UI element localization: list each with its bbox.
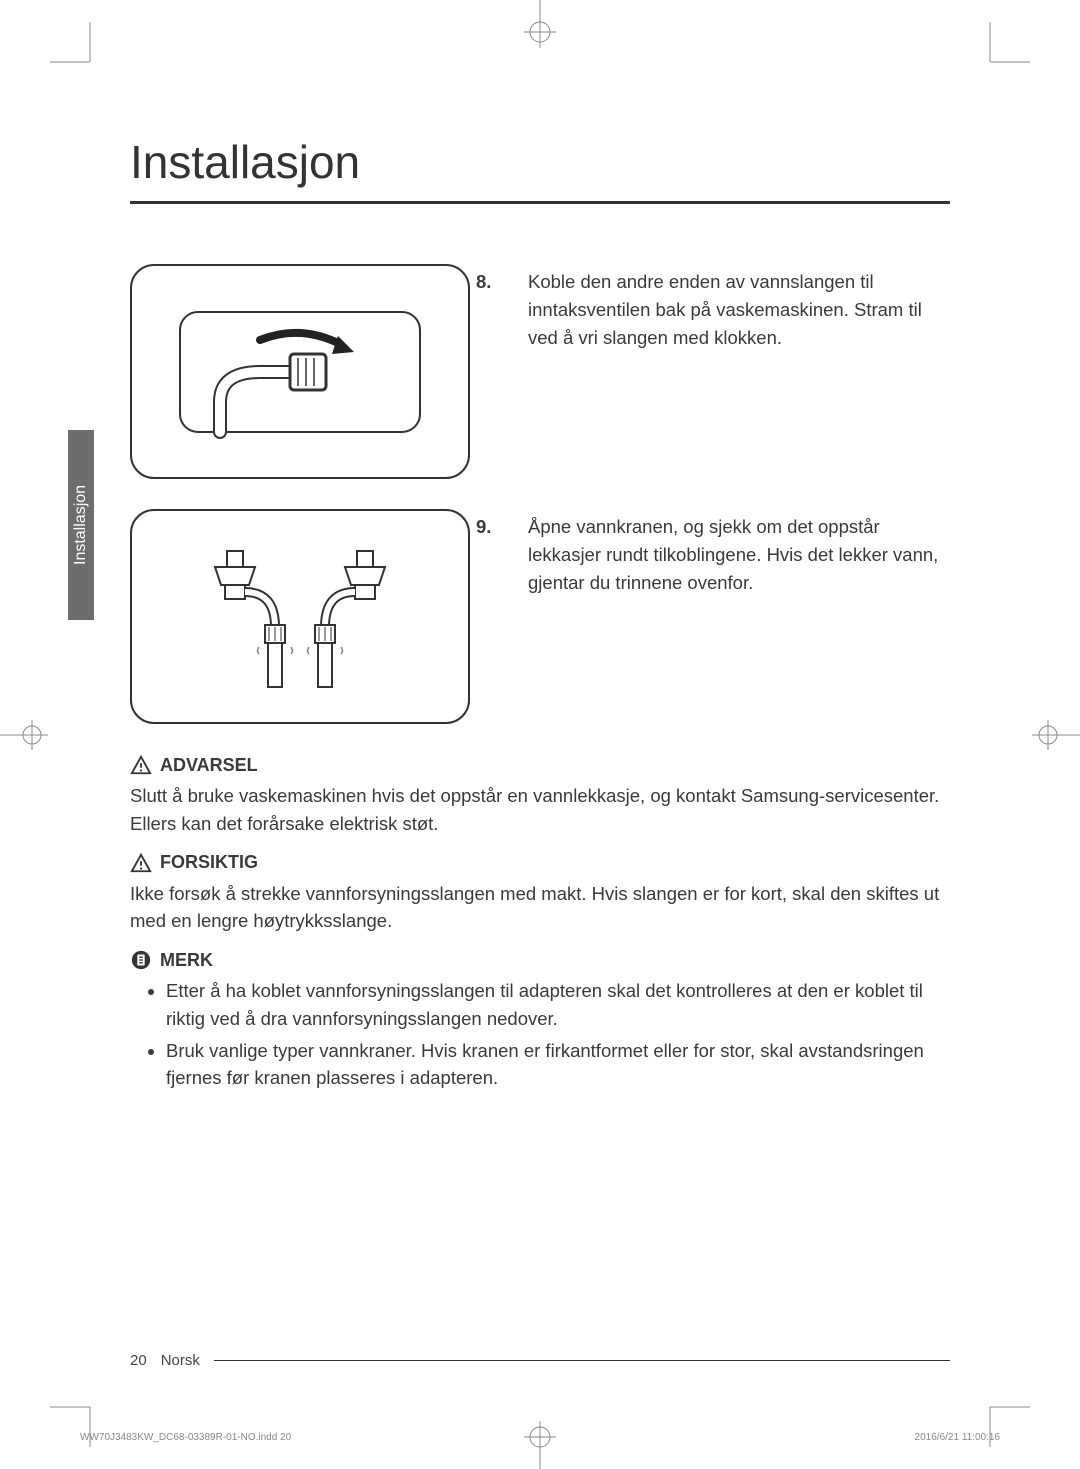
step-9-text: 9.Åpne vannkranen, og sjekk om det oppst…: [502, 509, 950, 724]
merk-item-1: Etter å ha koblet vannforsyningsslangen …: [166, 977, 950, 1033]
footer-rule: [214, 1360, 950, 1361]
step-row-8: 8.Koble den andre enden av vannslangen t…: [130, 264, 950, 479]
advarsel-label: ADVARSEL: [160, 755, 258, 776]
illustration-hose-connect: [130, 264, 470, 479]
merk-item-2: Bruk vanlige typer vannkraner. Hvis kran…: [166, 1037, 950, 1093]
page-content: Installasjon 8.Koble den andre enden av …: [130, 135, 950, 1096]
forsiktig-heading: FORSIKTIG: [130, 852, 950, 874]
footer-language: Norsk: [161, 1352, 200, 1369]
crop-corner-tr: [970, 22, 1030, 82]
illustration-tap-check: [130, 509, 470, 724]
side-tab: Installasjon: [68, 430, 94, 620]
warning-icon: [130, 754, 152, 776]
step-row-9: 9.Åpne vannkranen, og sjekk om det oppst…: [130, 509, 950, 724]
merk-list: Etter å ha koblet vannforsyningsslangen …: [130, 977, 950, 1092]
page-number: 20: [130, 1352, 147, 1369]
registration-mark-top: [524, 0, 556, 48]
print-file-info: WW70J3483KW_DC68-03389R-01-NO.indd 20: [80, 1432, 291, 1443]
note-icon: [130, 949, 152, 971]
step-9-body: Åpne vannkranen, og sjekk om det oppstår…: [528, 516, 938, 593]
crop-mark-right: [1032, 720, 1080, 750]
step-8-text: 8.Koble den andre enden av vannslangen t…: [502, 264, 950, 479]
step-8-num: 8.: [502, 268, 528, 296]
title-underline: [130, 201, 950, 204]
registration-mark-bottom: [524, 1421, 556, 1469]
merk-heading: MERK: [130, 949, 950, 971]
step-9-num: 9.: [502, 513, 528, 541]
print-timestamp: 2016/6/21 11:00:16: [915, 1432, 1000, 1443]
advarsel-body: Slutt å bruke vaskemaskinen hvis det opp…: [130, 782, 950, 838]
page-title: Installasjon: [130, 135, 950, 189]
step-8-body: Koble den andre enden av vannslangen til…: [528, 271, 922, 348]
warnings-section: ADVARSEL Slutt å bruke vaskemaskinen hvi…: [130, 754, 950, 1092]
forsiktig-body: Ikke forsøk å strekke vannforsyningsslan…: [130, 880, 950, 936]
advarsel-heading: ADVARSEL: [130, 754, 950, 776]
crop-corner-tl: [50, 22, 110, 82]
forsiktig-label: FORSIKTIG: [160, 852, 258, 873]
caution-icon: [130, 852, 152, 874]
crop-mark-left: [0, 720, 48, 750]
page-footer: 20 Norsk: [130, 1352, 950, 1369]
merk-label: MERK: [160, 950, 213, 971]
